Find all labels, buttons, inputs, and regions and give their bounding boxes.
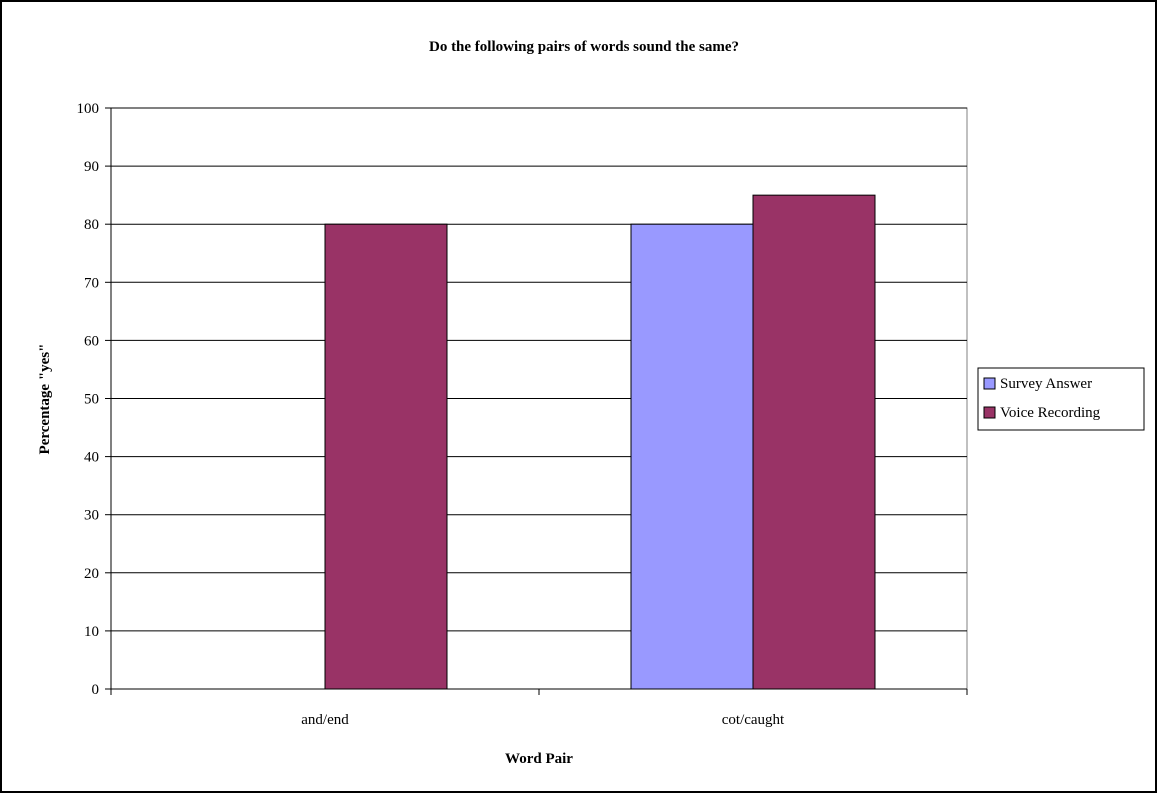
y-tick-label: 80: [84, 217, 99, 233]
legend-swatch: [983, 406, 996, 419]
chart-title: Do the following pairs of words sound th…: [429, 39, 739, 55]
legend-entry: Survey Answer: [1000, 376, 1092, 392]
bar: [324, 223, 448, 690]
x-axis-ticks: and/end cot/caught: [110, 689, 968, 728]
y-tick-label: 90: [84, 159, 99, 175]
x-tick-label: cot/caught: [722, 712, 785, 728]
y-tick-label: 10: [84, 624, 99, 640]
y-axis-ticks: 0 10 20 30 40 50 60 70 80 90 100: [77, 101, 111, 698]
x-axis-label: Word Pair: [505, 751, 573, 767]
y-tick-label: 100: [77, 101, 100, 117]
y-tick-label: 60: [84, 333, 99, 349]
x-tick-label: and/end: [301, 712, 349, 728]
y-tick-label: 50: [84, 392, 99, 408]
legend-swatch: [983, 377, 996, 390]
bar: [630, 223, 754, 690]
legend-entry: Voice Recording: [1000, 405, 1101, 421]
y-tick-label: 0: [92, 682, 100, 698]
legend: Survey Answer Voice Recording: [977, 367, 1145, 431]
legend-box: [977, 367, 1145, 431]
y-axis-label: Percentage "yes": [37, 344, 53, 455]
y-tick-label: 40: [84, 450, 99, 466]
y-tick-label: 20: [84, 566, 99, 582]
y-tick-label: 70: [84, 275, 99, 291]
y-tick-label: 30: [84, 508, 99, 524]
bar: [752, 194, 876, 690]
